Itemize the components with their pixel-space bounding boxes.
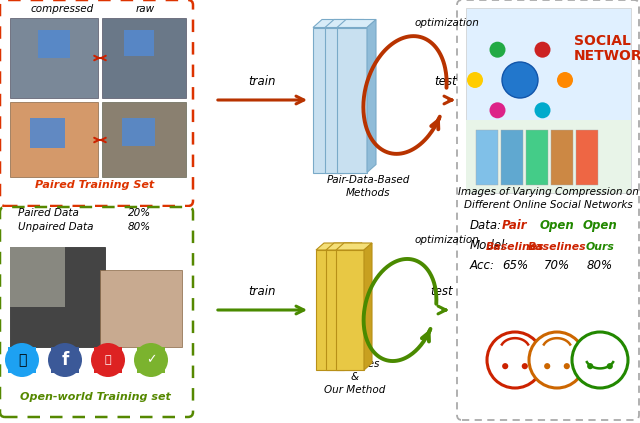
Text: compressed: compressed [30,4,93,14]
Text: Ours: Ours [586,242,614,252]
Polygon shape [364,243,372,370]
Circle shape [607,363,613,369]
Polygon shape [325,19,364,27]
Bar [313,27,343,173]
Text: test: test [430,285,452,298]
Text: 65%: 65% [502,259,528,272]
Bar [316,250,344,370]
Bar [38,30,70,58]
Text: Different Online Social Networks: Different Online Social Networks [463,200,632,210]
Text: train: train [248,75,275,88]
Bar [501,130,523,185]
Polygon shape [316,243,352,250]
Circle shape [529,332,585,388]
FancyBboxPatch shape [0,207,193,417]
Text: Images of Varying Compression on: Images of Varying Compression on [458,187,639,197]
Circle shape [5,343,39,377]
Text: 微: 微 [105,355,111,365]
Text: ✓: ✓ [146,354,156,366]
Circle shape [544,363,550,369]
Circle shape [48,343,82,377]
Bar [337,27,367,173]
Text: Baselines: Baselines [486,242,544,252]
Bar [336,250,364,370]
Bar [526,130,548,185]
Bar [8,347,36,373]
Circle shape [502,363,508,369]
Bar [137,347,165,373]
Text: raw: raw [136,4,155,14]
Text: test: test [434,75,456,88]
Circle shape [587,363,593,369]
Text: train: train [248,285,275,298]
Polygon shape [344,243,352,370]
Circle shape [490,42,506,58]
Polygon shape [337,19,376,27]
Text: f: f [61,351,68,369]
Text: Open: Open [582,219,618,232]
Circle shape [467,72,483,88]
Text: Data:: Data: [470,219,502,232]
Circle shape [134,343,168,377]
Text: Paired Data: Paired Data [18,208,79,218]
Text: Open: Open [540,219,574,232]
Circle shape [91,343,125,377]
Bar [124,30,154,56]
Circle shape [572,332,628,388]
Text: 80%: 80% [587,259,613,272]
Text: Unpaired Data: Unpaired Data [18,222,93,232]
Text: optimization: optimization [415,18,480,28]
Text: Baselines: Baselines [528,242,586,252]
Bar [10,247,105,347]
FancyBboxPatch shape [457,0,639,420]
Circle shape [557,72,573,88]
Polygon shape [326,243,362,250]
Bar [30,118,65,148]
Text: Paired Training Set: Paired Training Set [35,180,155,190]
Text: SOCIAL: SOCIAL [574,34,631,48]
Text: 80%: 80% [128,222,151,232]
Bar [466,120,631,193]
Bar [102,102,186,177]
Bar [94,347,122,373]
Bar [576,130,598,185]
Polygon shape [367,19,376,173]
Circle shape [490,102,506,118]
Bar [325,27,355,173]
Bar [466,8,631,193]
Text: 70%: 70% [544,259,570,272]
Polygon shape [354,243,362,370]
FancyBboxPatch shape [0,0,193,206]
Text: optimization: optimization [415,235,480,245]
Text: 🐦: 🐦 [18,353,26,367]
Bar [100,270,182,347]
Circle shape [534,42,550,58]
Text: Acc:: Acc: [470,259,495,272]
Circle shape [502,62,538,98]
Text: 20%: 20% [128,208,151,218]
Text: Model:: Model: [470,239,509,252]
Bar [10,247,65,307]
Bar [326,250,354,370]
Polygon shape [336,243,372,250]
Text: Open-world Training set: Open-world Training set [20,392,170,402]
Circle shape [564,363,570,369]
Circle shape [534,102,550,118]
Polygon shape [355,19,364,173]
Bar [102,18,186,98]
Bar [10,102,98,177]
Text: Pair: Pair [502,219,528,232]
Polygon shape [313,19,352,27]
Text: NETWORK: NETWORK [574,49,640,63]
Bar [51,347,79,373]
Bar [10,18,98,98]
Circle shape [522,363,528,369]
Bar [122,118,155,146]
Bar [476,130,498,185]
Text: Pair-Data-Based
Methods: Pair-Data-Based Methods [326,175,410,198]
Polygon shape [343,19,352,173]
Bar [551,130,573,185]
Text: Baselines
&
Our Method: Baselines & Our Method [324,359,386,395]
Circle shape [487,332,543,388]
